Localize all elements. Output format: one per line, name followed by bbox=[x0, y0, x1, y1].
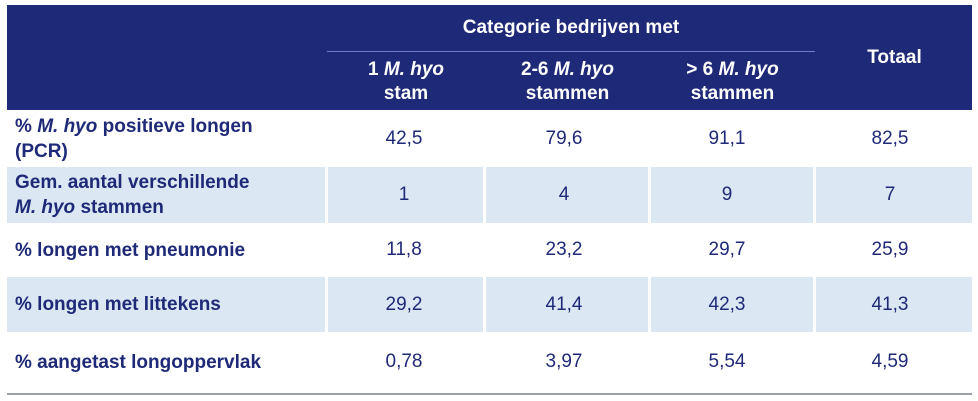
column-divider bbox=[813, 277, 816, 332]
table-cell: 7 bbox=[884, 184, 896, 205]
col3-prefix: > 6 bbox=[686, 58, 719, 80]
column-divider bbox=[813, 167, 816, 223]
table-cell: 11,8 bbox=[386, 239, 422, 260]
col1-species: M. hyo bbox=[383, 58, 445, 80]
col3-species: M. hyo bbox=[718, 58, 779, 80]
column-divider bbox=[325, 167, 328, 223]
table-row: % longen met littekens 29,2 41,4 42,3 41… bbox=[7, 277, 972, 332]
row1-label-suffix: positieve longen bbox=[97, 115, 253, 137]
table-cell: 9 bbox=[721, 184, 733, 205]
group-header-divider bbox=[327, 51, 815, 52]
col-header-2-6-strains: 2-6 M. hyo stammen bbox=[485, 53, 650, 110]
row1-label-line2: (PCR) bbox=[15, 140, 68, 162]
table-cell: 5,54 bbox=[708, 351, 746, 372]
row-label: % aangetast longoppervlak bbox=[15, 351, 262, 373]
table-cell: 41,4 bbox=[545, 293, 583, 315]
col-header-gt6-strains: > 6 M. hyo stammen bbox=[650, 53, 815, 110]
table-header: Categorie bedrijven met 1 M. hyo stam 2-… bbox=[7, 5, 972, 110]
table-row: % aangetast longoppervlak 0,78 3,97 5,54… bbox=[7, 332, 972, 392]
table-cell: 79,6 bbox=[545, 127, 583, 149]
table-row: % M. hyo positieve longen (PCR) 42,5 79,… bbox=[7, 110, 972, 167]
table-cell: 4 bbox=[558, 184, 570, 205]
row2-label-line1: Gem. aantal verschillende bbox=[15, 172, 250, 193]
col1-prefix: 1 bbox=[367, 58, 384, 80]
group-header: Categorie bedrijven met bbox=[462, 17, 680, 38]
col2-suffix: stammen bbox=[525, 82, 610, 104]
table-cell: 0,78 bbox=[385, 351, 423, 372]
row-label: % longen met pneumonie bbox=[15, 239, 246, 261]
row2-label-suffix: stammen bbox=[75, 197, 164, 218]
table-bottom-rule bbox=[7, 393, 972, 395]
table-cell: 3,97 bbox=[545, 351, 583, 372]
table-cell: 4,59 bbox=[871, 351, 909, 372]
row2-label-species: M. hyo bbox=[15, 197, 76, 218]
column-divider bbox=[483, 167, 486, 223]
table-cell: 42,3 bbox=[708, 293, 746, 315]
table-cell: 29,2 bbox=[385, 293, 423, 315]
row1-label-species: M. hyo bbox=[37, 115, 98, 137]
table-cell: 41,3 bbox=[871, 293, 909, 315]
table-row: Gem. aantal verschillende M. hyo stammen… bbox=[7, 167, 972, 223]
column-divider bbox=[648, 277, 651, 332]
col-header-total: Totaal bbox=[867, 46, 922, 68]
column-divider bbox=[325, 277, 328, 332]
col3-suffix: stammen bbox=[690, 82, 775, 104]
table-cell: 1 bbox=[398, 184, 410, 205]
col1-suffix: stam bbox=[383, 82, 429, 104]
row1-label-prefix: % bbox=[15, 115, 38, 137]
table-cell: 82,5 bbox=[871, 127, 909, 149]
table-cell: 42,5 bbox=[385, 127, 423, 149]
table-cell: 91,1 bbox=[708, 127, 746, 149]
column-divider bbox=[483, 277, 486, 332]
row-label: Gem. aantal verschillende M. hyo stammen bbox=[15, 167, 249, 223]
col-header-1-strain: 1 M. hyo stam bbox=[327, 53, 485, 110]
row-label: % M. hyo positieve longen (PCR) bbox=[15, 110, 253, 167]
column-divider bbox=[648, 167, 651, 223]
col2-prefix: 2-6 bbox=[521, 58, 554, 80]
table-cell: 23,2 bbox=[545, 239, 583, 260]
table-row: % longen met pneumonie 11,8 23,2 29,7 25… bbox=[7, 223, 972, 277]
col2-species: M. hyo bbox=[553, 58, 614, 80]
table-cell: 29,7 bbox=[708, 239, 746, 260]
row-label: % longen met littekens bbox=[15, 294, 221, 315]
table-cell: 25,9 bbox=[871, 239, 909, 260]
